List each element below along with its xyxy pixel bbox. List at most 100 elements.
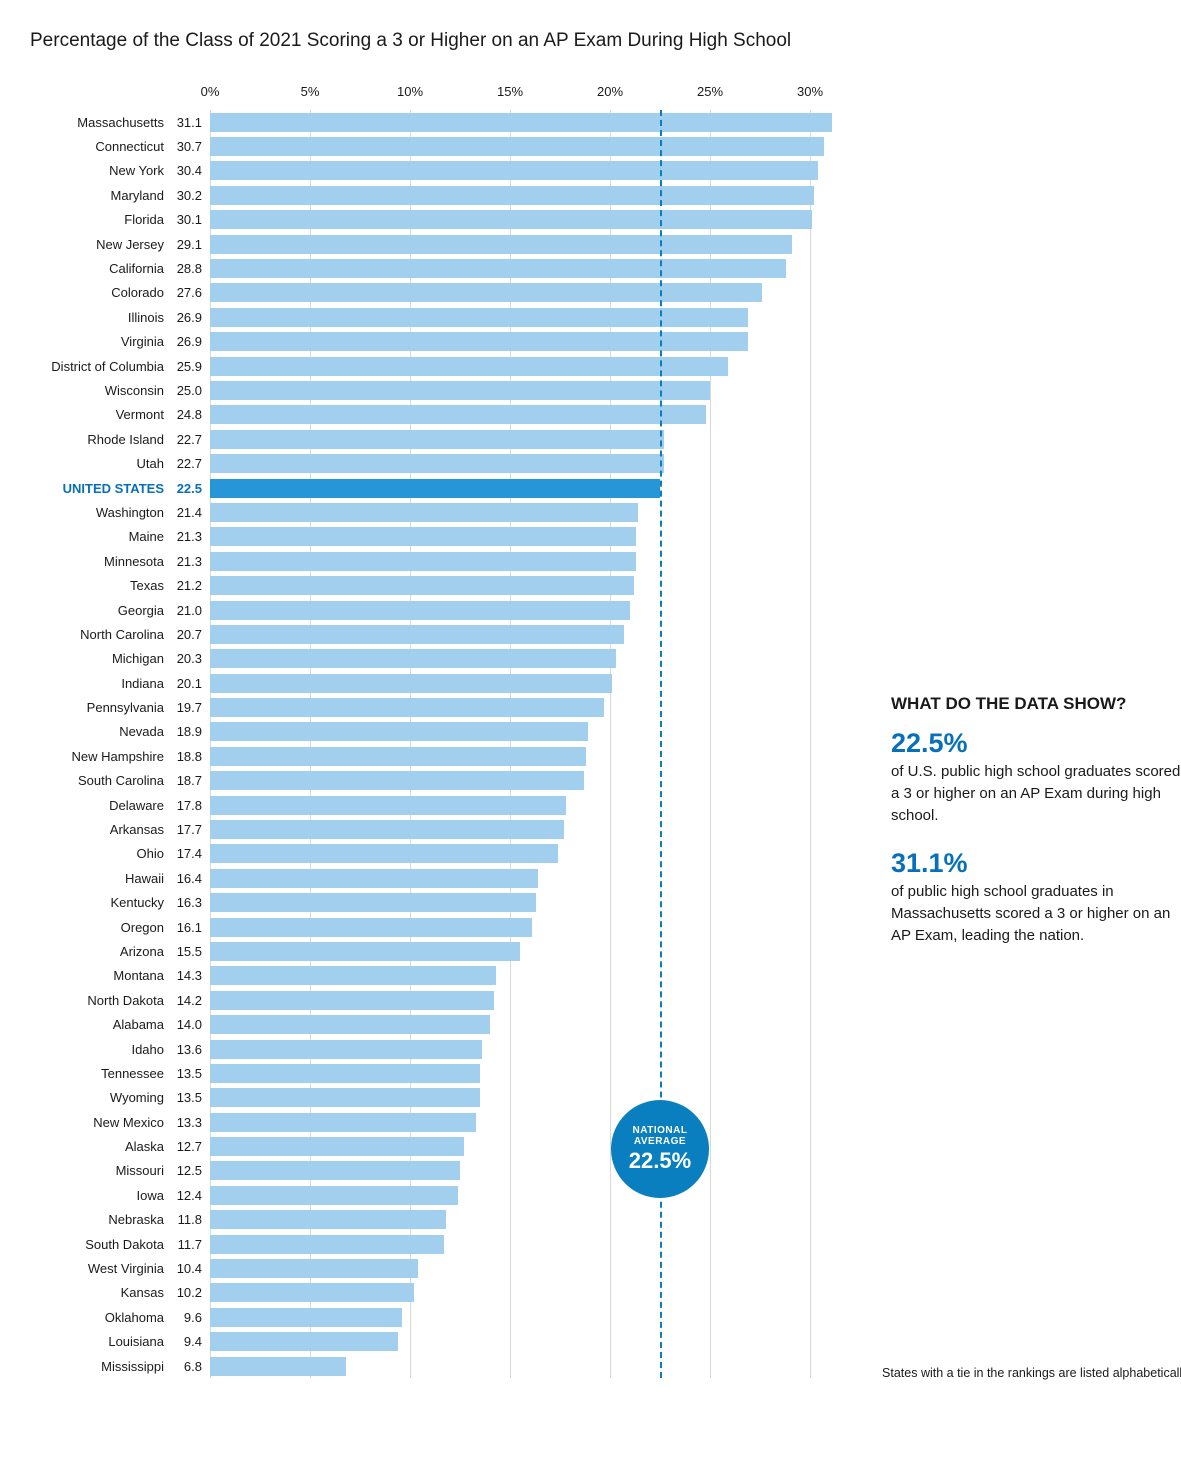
bar-row (210, 573, 870, 597)
state-value: 30.7 (172, 139, 202, 154)
state-value: 16.3 (172, 895, 202, 910)
bar-row (210, 1110, 870, 1134)
row-label: Missouri12.5 (30, 1159, 210, 1183)
row-label: South Carolina18.7 (30, 769, 210, 793)
state-name: Minnesota (104, 554, 164, 569)
row-label: Texas21.2 (30, 573, 210, 597)
state-name: Wisconsin (105, 383, 164, 398)
state-value: 6.8 (172, 1359, 202, 1374)
bar-row (210, 1208, 870, 1232)
state-value: 27.6 (172, 285, 202, 300)
axis-tick-label: 20% (597, 84, 623, 99)
bar-row (210, 476, 870, 500)
bar-row (210, 549, 870, 573)
bar (210, 747, 586, 766)
axis-tick-label: 30% (797, 84, 823, 99)
state-name: Maryland (111, 188, 164, 203)
row-label: Iowa12.4 (30, 1183, 210, 1207)
footnote: States with a tie in the rankings are li… (882, 1366, 1181, 1380)
row-label: Montana14.3 (30, 964, 210, 988)
state-name: Indiana (121, 676, 164, 691)
bar-row (210, 330, 870, 354)
bar-row (210, 1061, 870, 1085)
bar (210, 1210, 446, 1229)
row-label: Kansas10.2 (30, 1281, 210, 1305)
state-value: 31.1 (172, 115, 202, 130)
bar (210, 820, 564, 839)
row-label: Utah22.7 (30, 451, 210, 475)
row-label: District of Columbia25.9 (30, 354, 210, 378)
row-label: Illinois26.9 (30, 305, 210, 329)
state-name: Kentucky (111, 895, 164, 910)
x-axis-labels: 0%5%10%15%20%25%30% (210, 84, 870, 106)
bar-row (210, 647, 870, 671)
bar (210, 137, 824, 156)
state-name: Georgia (118, 603, 164, 618)
state-name: Alaska (125, 1139, 164, 1154)
state-name: Arizona (120, 944, 164, 959)
row-label: Mississippi6.8 (30, 1354, 210, 1378)
state-value: 17.4 (172, 846, 202, 861)
state-name: South Dakota (85, 1237, 164, 1252)
state-value: 13.6 (172, 1042, 202, 1057)
bar (210, 308, 748, 327)
row-label: Michigan20.3 (30, 647, 210, 671)
row-label: Washington21.4 (30, 500, 210, 524)
bar (210, 1113, 476, 1132)
bar-row (210, 866, 870, 890)
bar-row (210, 1183, 870, 1207)
row-label: North Dakota14.2 (30, 988, 210, 1012)
state-value: 21.3 (172, 554, 202, 569)
bar (210, 1357, 346, 1376)
chart-title: Percentage of the Class of 2021 Scoring … (30, 30, 1151, 52)
state-value: 19.7 (172, 700, 202, 715)
bar (210, 1088, 480, 1107)
state-value: 24.8 (172, 407, 202, 422)
row-label: Georgia21.0 (30, 598, 210, 622)
state-name: Montana (113, 968, 164, 983)
state-name: Louisiana (108, 1334, 164, 1349)
state-value: 22.5 (172, 481, 202, 496)
bar (210, 771, 584, 790)
state-value: 9.6 (172, 1310, 202, 1325)
bar (210, 405, 706, 424)
row-label: Oregon16.1 (30, 915, 210, 939)
row-label: Alaska12.7 (30, 1134, 210, 1158)
bar-row (210, 793, 870, 817)
state-value: 11.7 (172, 1237, 202, 1252)
bar (210, 527, 636, 546)
bar (210, 259, 786, 278)
row-label: Minnesota 21.3 (30, 549, 210, 573)
stat-text: of U.S. public high school graduates sco… (891, 761, 1181, 826)
row-label: California28.8 (30, 256, 210, 280)
state-value: 22.7 (172, 432, 202, 447)
state-value: 30.1 (172, 212, 202, 227)
sidebar-title: WHAT DO THE DATA SHOW? (891, 694, 1181, 714)
axis-tick-label: 5% (301, 84, 320, 99)
row-label: New York30.4 (30, 159, 210, 183)
state-name: Delaware (109, 798, 164, 813)
bar (210, 454, 664, 473)
stat-big-number: 22.5% (891, 728, 1181, 759)
state-name: Massachusetts (77, 115, 164, 130)
bar-row (210, 988, 870, 1012)
state-value: 12.4 (172, 1188, 202, 1203)
state-name: Oklahoma (105, 1310, 164, 1325)
state-value: 13.3 (172, 1115, 202, 1130)
state-name: Nebraska (108, 1212, 164, 1227)
bar-row (210, 403, 870, 427)
bar-row (210, 915, 870, 939)
bar-row (210, 1232, 870, 1256)
row-label: Oklahoma 9.6 (30, 1305, 210, 1329)
state-value: 21.3 (172, 529, 202, 544)
row-label: Nevada18.9 (30, 720, 210, 744)
row-label: UNITED STATES22.5 (30, 476, 210, 500)
state-name: Florida (124, 212, 164, 227)
row-label: Hawaii16.4 (30, 866, 210, 890)
row-label: West Virginia10.4 (30, 1256, 210, 1280)
state-value: 14.0 (172, 1017, 202, 1032)
state-value: 13.5 (172, 1090, 202, 1105)
row-label: Arizona15.5 (30, 939, 210, 963)
stat-block: 31.1%of public high school graduates in … (891, 848, 1181, 946)
state-value: 18.7 (172, 773, 202, 788)
